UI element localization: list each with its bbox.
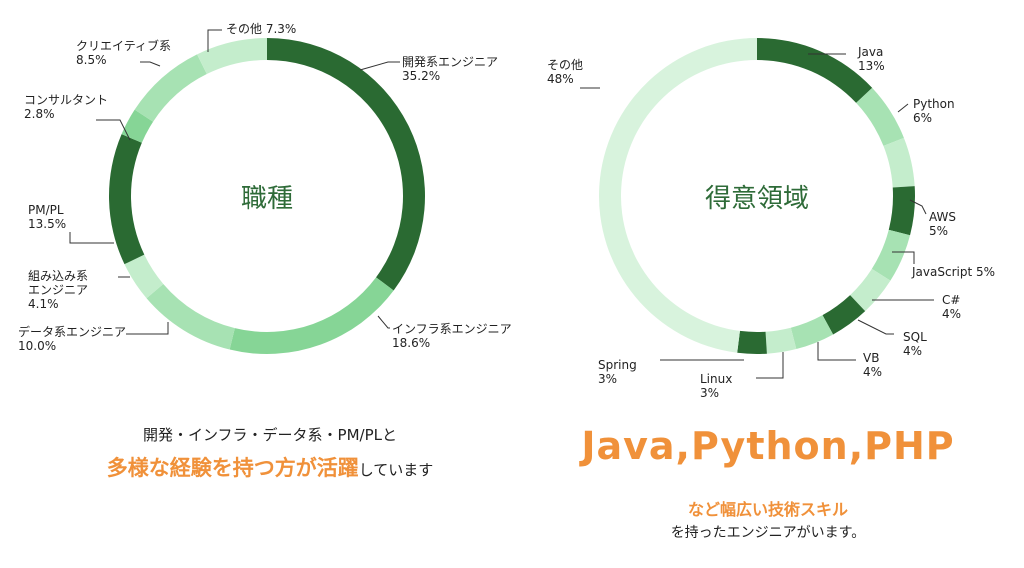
skill-8-label-0: Linux [700, 372, 732, 386]
job-type-slice-7 [197, 38, 267, 75]
skill-10-label-0: その他 [547, 58, 583, 72]
skill-0-label-0: Java [857, 45, 883, 59]
skill-9-label-1: 3% [598, 372, 617, 386]
skill-8-label-1: 3% [700, 386, 719, 400]
skill-5-label-0: C# [942, 293, 960, 307]
skill-slice-0 [757, 38, 873, 103]
skill-1-label-0: Python [913, 97, 955, 111]
job-type-5-label-0: コンサルタント [24, 93, 108, 107]
skill-slice-3 [888, 186, 916, 236]
skill-4-label-0: JavaScript 5% [911, 265, 995, 279]
skill-area-chart-title: 得意領域 [705, 184, 809, 214]
skill-1-leader-line [897, 103, 909, 113]
skill-slice-5 [850, 268, 891, 312]
skill-caption-line1: など幅広い技術スキル [687, 500, 848, 519]
job-type-4-leader-line [69, 232, 114, 244]
skill-3-label-0: AWS [929, 210, 956, 224]
job-type-slice-0 [267, 38, 426, 291]
skill-8-leader-line [756, 352, 784, 379]
job-type-5-label-1: 2.8% [24, 107, 55, 121]
job-type-slice-1 [229, 277, 394, 354]
skill-3-label-1: 5% [929, 224, 948, 238]
job-type-6-label-0: クリエイティブ系 [76, 38, 171, 53]
skill-3-leader-line [909, 199, 927, 215]
skill-5-label-1: 4% [942, 307, 961, 321]
job-type-0-leader-line [359, 61, 400, 71]
job-type-2-label-1: 10.0% [18, 339, 56, 353]
job-type-7-label-0: その他 7.3% [226, 22, 296, 36]
job-type-0-label-0: 開発系エンジニア [402, 55, 498, 69]
skill-7-label-0: VB [863, 351, 879, 365]
skill-slice-9 [737, 330, 767, 354]
skill-slice-7 [790, 315, 834, 350]
job-type-caption-highlight: 多様な経験を持つ方が活躍 [106, 456, 359, 480]
skill-6-label-1: 4% [903, 344, 922, 358]
job-type-2-leader-line [126, 322, 169, 335]
skill-0-label-1: 13% [858, 59, 885, 73]
job-type-3-label-2: 4.1% [28, 297, 59, 311]
skill-4-leader-line [892, 251, 915, 264]
job-type-6-leader-line [140, 61, 161, 67]
job-type-caption-line1: 開発・インフラ・データ系・PM/PLと [143, 426, 397, 444]
job-type-slice-5 [121, 109, 154, 143]
skill-caption-heading: Java,Python,PHP [581, 424, 955, 468]
job-type-slice-3 [124, 254, 164, 299]
job-type-1-label-0: インフラ系エンジニア [392, 322, 512, 336]
skill-slice-10 [599, 38, 757, 353]
job-type-2-label-0: データ系エンジニア [18, 324, 126, 339]
job-type-caption-suffix: しています [358, 461, 434, 479]
skill-slice-4 [871, 229, 911, 281]
job-type-slice-6 [134, 54, 207, 122]
job-type-3-label-0: 組み込み系 [28, 269, 88, 283]
job-type-slice-2 [146, 283, 235, 350]
skill-9-label-0: Spring [598, 358, 637, 372]
job-type-slice-4 [109, 134, 145, 265]
job-type-donut [109, 38, 426, 354]
job-type-chart-title: 職種 [241, 184, 293, 214]
job-type-6-label-1: 8.5% [76, 53, 107, 67]
job-type-1-label-1: 18.6% [392, 336, 430, 350]
skill-6-label-0: SQL [903, 330, 927, 344]
skill-caption-line2: を持ったエンジニアがいます。 [670, 525, 866, 541]
job-type-5-leader-line [96, 119, 131, 141]
job-type-3-label-1: エンジニア [28, 283, 88, 297]
skill-area-donut [599, 38, 916, 354]
job-type-4-label-1: 13.5% [28, 217, 66, 231]
job-type-4-label-0: PM/PL [28, 203, 64, 217]
job-type-1-leader-line [377, 315, 390, 329]
skill-slice-6 [822, 295, 866, 335]
skill-slice-1 [856, 87, 904, 146]
job-type-0-label-1: 35.2% [402, 69, 440, 83]
skill-1-label-1: 6% [913, 111, 932, 125]
job-type-7-leader-line [207, 29, 222, 52]
skill-7-leader-line [817, 342, 856, 361]
skill-slice-8 [765, 327, 797, 354]
skill-6-leader-line [857, 319, 894, 335]
skill-10-label-1: 48% [547, 72, 574, 86]
job-type-caption-line2: 多様な経験を持つ方が活躍しています [0, 452, 540, 482]
skill-slice-2 [883, 137, 915, 188]
skill-7-label-1: 4% [863, 365, 882, 379]
